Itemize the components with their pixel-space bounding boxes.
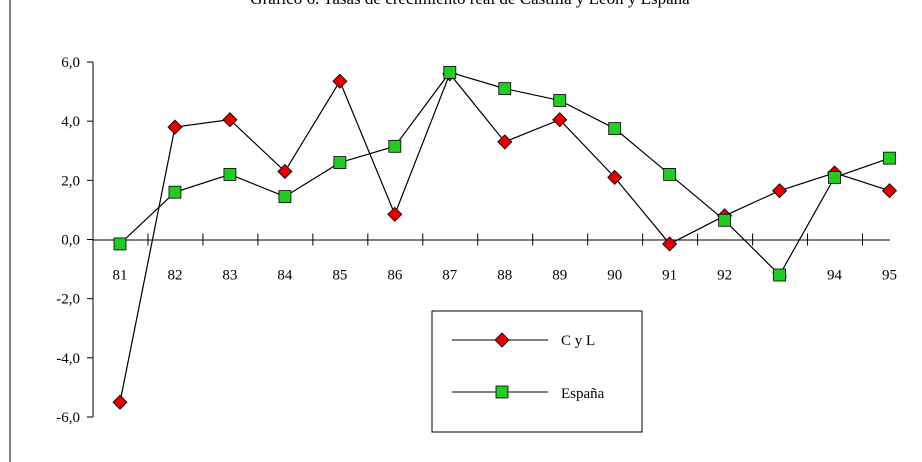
data-point-s0-95 — [881, 183, 898, 199]
data-point-s1-92 — [718, 213, 732, 227]
data-point-s1-87 — [443, 65, 457, 79]
data-point-s1-83 — [223, 168, 237, 181]
y-tick-label: 0,0 — [61, 233, 80, 249]
data-point-s1-81 — [113, 237, 127, 251]
x-tick-label: 87 — [442, 268, 458, 284]
legend-marker-espana — [495, 385, 509, 399]
data-point-s1-89 — [553, 94, 567, 107]
data-point-s0-86 — [387, 206, 403, 222]
y-tick-label: 2,0 — [61, 173, 80, 189]
data-point-s1-90 — [608, 122, 622, 135]
y-tick-label: -2,0 — [56, 292, 80, 308]
x-tick-label: 92 — [717, 268, 732, 284]
x-tick-label: 95 — [882, 268, 897, 284]
x-tick-label: 85 — [332, 268, 347, 284]
y-tick-label: -4,0 — [56, 351, 80, 367]
x-tick-label: 88 — [497, 268, 512, 284]
y-tick-label: -6,0 — [56, 410, 80, 426]
legend-label-cyl: C y L — [561, 333, 595, 349]
data-point-s1-85 — [333, 156, 347, 169]
x-tick-label: 94 — [827, 268, 843, 284]
x-tick-label: 89 — [552, 268, 567, 284]
data-point-s1-91 — [663, 168, 677, 181]
legend: C y L España — [431, 310, 643, 433]
data-point-s0-93 — [772, 183, 788, 199]
chart-title: Gráfico 6. Tasas de crecimiento real de … — [250, 0, 690, 8]
data-point-s1-94 — [828, 170, 841, 184]
data-point-s0-82 — [167, 119, 183, 135]
legend-marker-cyl — [494, 332, 510, 348]
legend-box — [431, 310, 643, 433]
legend-label-espana: España — [561, 386, 605, 402]
x-tick-label: 90 — [607, 268, 622, 284]
data-point-s1-86 — [388, 139, 402, 153]
data-point-s1-93 — [773, 268, 786, 282]
data-point-s1-88 — [498, 82, 512, 96]
data-point-s0-89 — [552, 112, 568, 128]
series-layer — [112, 65, 898, 410]
x-tick-label: 82 — [167, 268, 182, 284]
x-tick-label: 91 — [662, 268, 677, 284]
x-tick-label: 83 — [222, 268, 237, 284]
data-point-s0-88 — [497, 134, 513, 150]
x-tick-label: 86 — [387, 268, 403, 284]
y-ticks: 6,0 4,0 2,0 0,0 -2,0 -4,0 -6,0 — [56, 55, 93, 426]
data-point-s0-90 — [607, 169, 623, 185]
x-tick-label: 81 — [113, 268, 128, 284]
data-point-s0-83 — [222, 112, 238, 128]
y-tick-label: 4,0 — [61, 114, 80, 130]
data-point-s1-82 — [168, 185, 182, 199]
y-tick-label: 6,0 — [61, 55, 80, 71]
x-tick-label: 84 — [277, 268, 293, 284]
data-point-s0-85 — [332, 73, 348, 89]
data-point-s0-91 — [662, 236, 678, 252]
data-point-s1-95 — [883, 151, 896, 165]
data-point-s0-81 — [112, 394, 128, 410]
data-point-s1-84 — [278, 190, 292, 204]
data-point-s0-84 — [277, 163, 293, 180]
